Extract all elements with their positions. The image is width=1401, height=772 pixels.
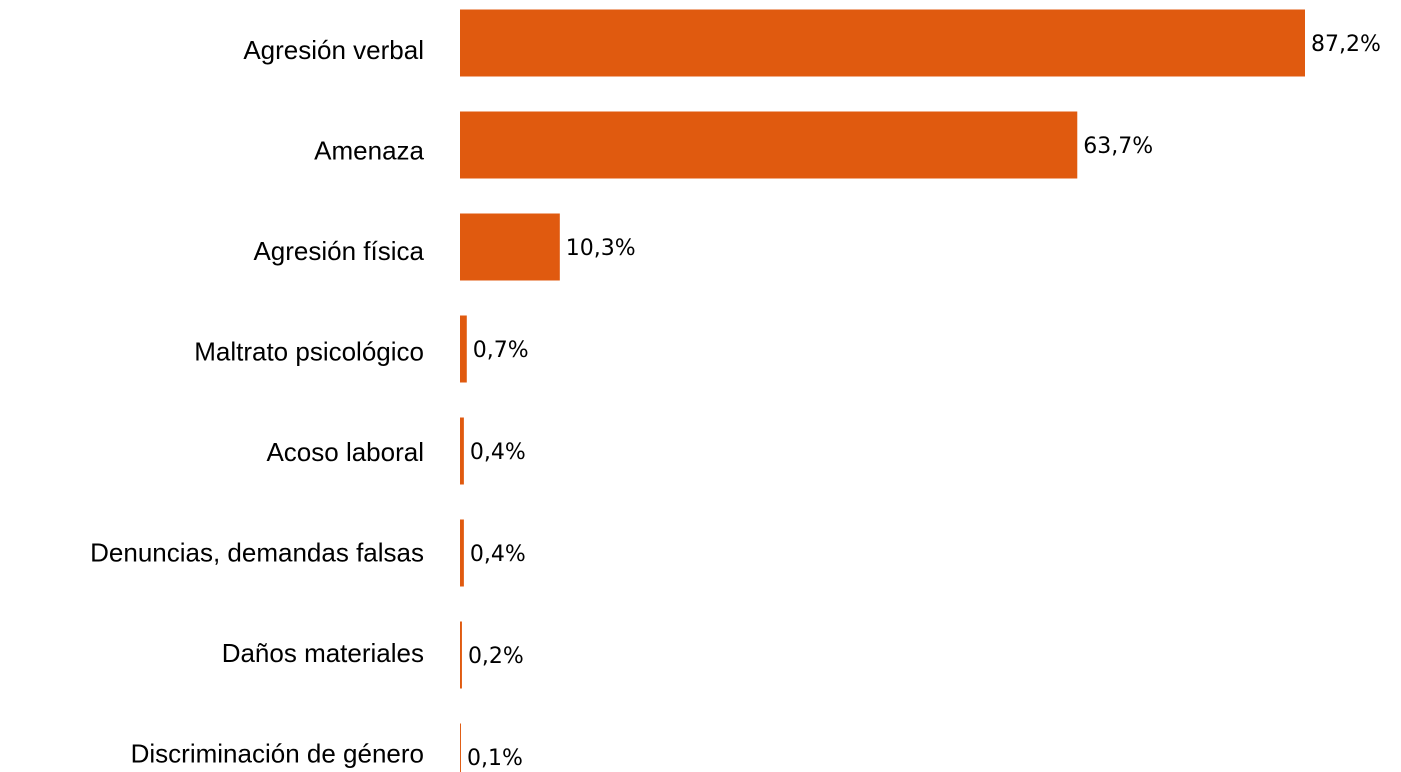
value-label: 0,4% xyxy=(470,542,526,567)
category-label: Agresión física xyxy=(253,236,424,266)
bar xyxy=(460,621,462,689)
category-label: Maltrato psicológico xyxy=(194,336,424,366)
bar xyxy=(460,111,1078,179)
value-label: 0,2% xyxy=(468,644,524,669)
value-label: 0,7% xyxy=(473,338,529,363)
category-label: Acoso laboral xyxy=(266,437,424,467)
bar xyxy=(460,315,467,383)
category-label: Denuncias, demandas falsas xyxy=(90,537,424,567)
value-label: 63,7% xyxy=(1083,134,1153,159)
value-label: 0,4% xyxy=(470,440,526,465)
bar xyxy=(460,723,461,772)
category-label: Discriminación de género xyxy=(131,738,424,768)
bar xyxy=(460,519,464,587)
value-label: 87,2% xyxy=(1311,32,1381,57)
category-label: Daños materiales xyxy=(222,638,424,668)
bar xyxy=(460,9,1305,77)
category-label: Amenaza xyxy=(314,135,424,165)
bar xyxy=(460,213,560,281)
bar xyxy=(460,417,464,485)
value-label: 10,3% xyxy=(566,236,636,261)
value-label: 0,1% xyxy=(467,746,523,771)
category-label: Agresión verbal xyxy=(243,35,424,65)
